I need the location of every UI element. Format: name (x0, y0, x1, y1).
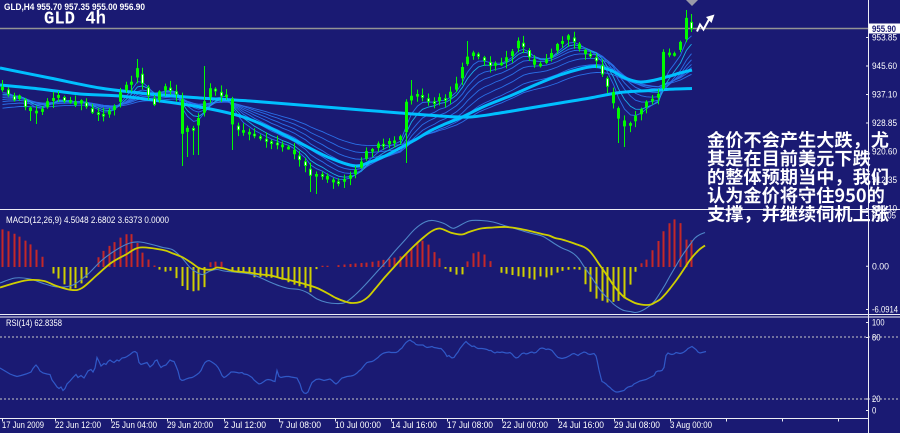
svg-text:29 Jul 08:00: 29 Jul 08:00 (614, 420, 660, 430)
svg-text:10 Jul 00:00: 10 Jul 00:00 (335, 420, 381, 430)
svg-text:24 Jul 16:00: 24 Jul 16:00 (558, 420, 604, 430)
svg-text:953.85: 953.85 (872, 33, 897, 43)
svg-text:928.85: 928.85 (872, 118, 897, 128)
svg-text:920.60: 920.60 (872, 147, 897, 157)
svg-text:0.00: 0.00 (872, 262, 889, 272)
svg-text:0: 0 (872, 406, 876, 416)
svg-text:20: 20 (872, 394, 881, 404)
svg-text:22 Jul 00:00: 22 Jul 00:00 (502, 420, 548, 430)
svg-text:2 Jul 12:00: 2 Jul 12:00 (224, 420, 266, 430)
svg-text:GLD 4h: GLD 4h (44, 10, 106, 30)
svg-text:17 Jun 2009: 17 Jun 2009 (2, 420, 44, 430)
svg-text:3 Aug 00:00: 3 Aug 00:00 (670, 420, 712, 430)
svg-text:29 Jun 20:00: 29 Jun 20:00 (167, 420, 213, 430)
svg-text:17 Jul 08:00: 17 Jul 08:00 (447, 420, 493, 430)
svg-text:945.60: 945.60 (872, 61, 897, 71)
svg-text:22 Jun 12:00: 22 Jun 12:00 (55, 420, 101, 430)
svg-text:904.10: 904.10 (872, 204, 897, 214)
svg-text:MACD(12,26,9) 4.5048 2.6802 3.: MACD(12,26,9) 4.5048 2.6802 3.6373 0.000… (6, 215, 169, 225)
svg-text:14 Jul 16:00: 14 Jul 16:00 (391, 420, 437, 430)
svg-text:80: 80 (872, 333, 881, 343)
svg-text:955.90: 955.90 (872, 24, 896, 35)
svg-text:912.35: 912.35 (872, 175, 897, 185)
svg-text:100: 100 (872, 318, 885, 328)
svg-text:-6.0914: -6.0914 (872, 305, 898, 315)
svg-text:937.10: 937.10 (872, 90, 897, 100)
svg-text:25 Jun 04:00: 25 Jun 04:00 (111, 420, 157, 430)
svg-text:7 Jul 08:00: 7 Jul 08:00 (279, 420, 321, 430)
svg-text:RSI(14) 62.8358: RSI(14) 62.8358 (6, 318, 62, 328)
svg-text:GLD,H4 955.70 957.35 955.00 9: GLD,H4 955.70 957.35 955.00 956.90 (4, 2, 145, 13)
svg-text:6.1705: 6.1705 (872, 211, 896, 221)
